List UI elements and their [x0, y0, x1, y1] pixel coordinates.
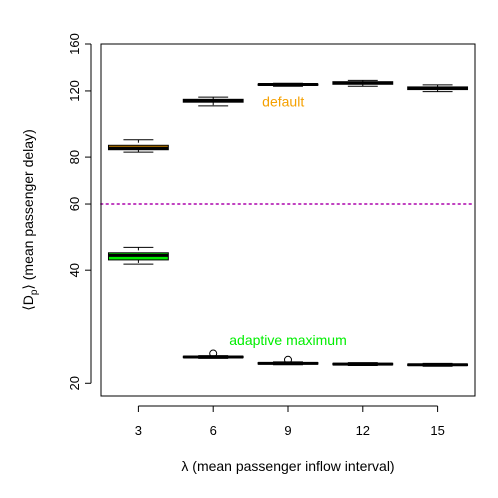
- series-label: default: [262, 94, 304, 110]
- x-axis-label: λ (mean passenger inflow interval): [181, 458, 394, 474]
- plot-frame: [100, 43, 476, 397]
- plot-area: default adaptive maximum: [100, 79, 476, 367]
- y-tick-label: 160: [67, 33, 82, 55]
- box-6: [182, 96, 244, 107]
- series-adaptive-maximum: [107, 246, 469, 367]
- series-default: [107, 79, 469, 153]
- series-label: adaptive maximum: [229, 332, 347, 348]
- y-axis-label-suffix: ⟩ (mean passenger delay): [20, 129, 36, 289]
- y-tick-label: 60: [67, 197, 82, 211]
- y-axis-label-prefix: ⟨D: [20, 295, 36, 311]
- y-axis: 20 40 60 80 120 160: [67, 33, 92, 391]
- box-15: [407, 362, 469, 367]
- y-axis-label: ⟨Dp⟩ (mean passenger delay): [20, 129, 40, 310]
- y-axis-label-subscript: p: [29, 289, 40, 295]
- y-tick-label: 80: [67, 150, 82, 164]
- box-12: [332, 79, 394, 87]
- box-3: [107, 139, 169, 153]
- x-tick-label: 9: [284, 423, 291, 438]
- box-3: [107, 246, 169, 265]
- y-tick-label: 120: [67, 80, 82, 102]
- x-tick-label: 3: [135, 423, 142, 438]
- x-tick-label: 6: [210, 423, 217, 438]
- y-tick-label: 40: [67, 263, 82, 277]
- outlier-point: [284, 355, 292, 364]
- outlier-point: [209, 349, 218, 358]
- x-tick-label: 15: [430, 423, 444, 438]
- box-12: [332, 362, 394, 367]
- box-9: [257, 82, 319, 87]
- x-tick-label: 12: [356, 423, 370, 438]
- x-axis: 3 6 9 12 15: [135, 405, 445, 438]
- y-tick-label: 20: [67, 376, 82, 390]
- box-15: [407, 84, 469, 93]
